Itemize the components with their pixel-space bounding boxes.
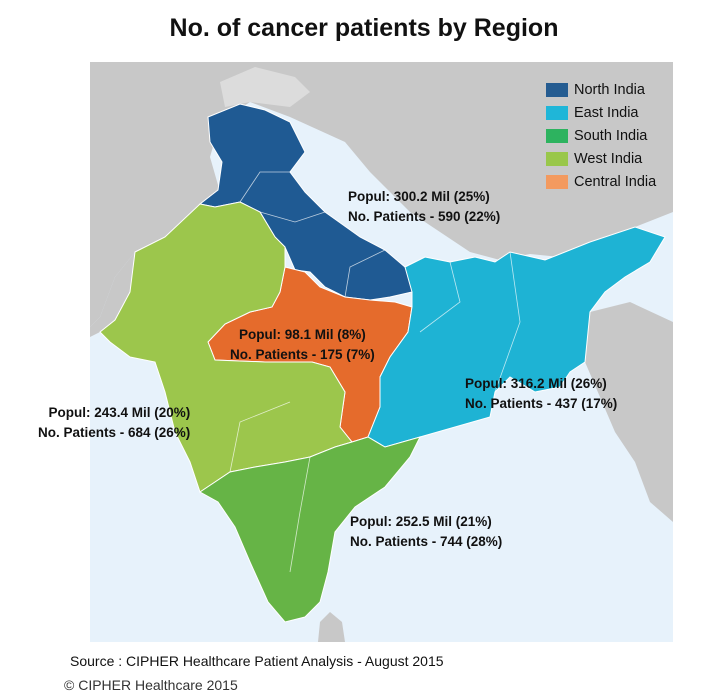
copyright-note: © CIPHER Healthcare 2015 xyxy=(64,677,238,693)
west-patients: No. Patients - 684 (26%) xyxy=(38,425,191,440)
east-india-region xyxy=(367,226,666,448)
legend-swatch-north xyxy=(546,82,568,97)
callout-central-india: Popul: 98.1 Mil (8%) No. Patients - 175 … xyxy=(230,325,375,365)
north-patients: No. Patients - 590 (22%) xyxy=(348,209,501,224)
neighbour-land-east xyxy=(585,302,673,522)
south-india-region xyxy=(199,436,421,623)
legend-item-south: South India xyxy=(546,124,656,147)
legend-label-central: Central India xyxy=(574,173,657,190)
callout-east-india: Popul: 316.2 Mil (26%) No. Patients - 43… xyxy=(465,374,617,414)
neighbour-land-north xyxy=(90,62,673,327)
callout-north-india: Popul: 300.2 Mil (25%) No. Patients - 59… xyxy=(348,187,500,227)
legend-label-north: North India xyxy=(574,81,645,98)
callout-west-india: Popul: 243.4 Mil (20%) No. Patients - 68… xyxy=(38,403,190,443)
west-population: Popul: 243.4 Mil (20%) xyxy=(48,405,191,420)
legend-label-south: South India xyxy=(574,127,648,144)
india-map xyxy=(90,62,673,642)
legend-label-west: West India xyxy=(574,150,643,167)
callout-south-india: Popul: 252.5 Mil (21%) No. Patients - 74… xyxy=(350,512,502,552)
legend-swatch-west xyxy=(546,151,568,166)
legend-item-north: North India xyxy=(546,78,656,101)
east-patients: No. Patients - 437 (17%) xyxy=(465,396,618,411)
legend-swatch-south xyxy=(546,128,568,143)
legend-item-west: West India xyxy=(546,147,656,170)
disputed-north-area xyxy=(220,67,310,107)
srilanka xyxy=(318,612,345,642)
central-patients: No. Patients - 175 (7%) xyxy=(230,347,375,362)
central-population: Popul: 98.1 Mil (8%) xyxy=(239,327,366,342)
state-borders xyxy=(229,171,521,573)
legend-swatch-central xyxy=(546,174,568,189)
neighbour-land-west xyxy=(90,252,135,337)
map-title: No. of cancer patients by Region xyxy=(169,14,559,42)
legend-item-east: East India xyxy=(546,101,656,124)
south-population: Popul: 252.5 Mil (21%) xyxy=(350,514,492,529)
source-note: Source : CIPHER Healthcare Patient Analy… xyxy=(70,653,444,669)
legend-item-central: Central India xyxy=(546,170,656,193)
north-population: Popul: 300.2 Mil (25%) xyxy=(348,189,490,204)
east-population: Popul: 316.2 Mil (26%) xyxy=(465,376,607,391)
south-patients: No. Patients - 744 (28%) xyxy=(350,534,503,549)
legend-swatch-east xyxy=(546,105,568,120)
legend-label-east: East India xyxy=(574,104,639,121)
map-legend: North India East India South India West … xyxy=(546,78,656,193)
